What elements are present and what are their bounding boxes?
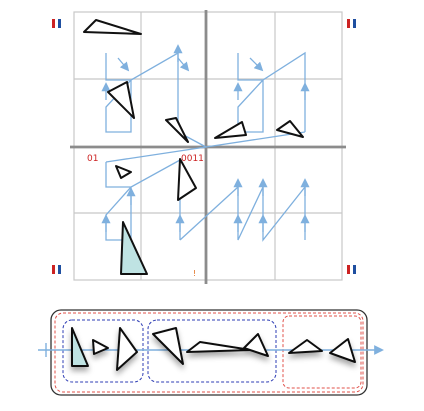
sequence-group-red-outer	[54, 312, 364, 393]
triangle-highlighted	[120, 221, 148, 275]
sequence-triangle	[116, 327, 138, 371]
grid-triangles	[83, 19, 304, 275]
triangle	[115, 165, 132, 179]
flow-arrow	[117, 57, 130, 72]
label-bottom-marker: !	[193, 269, 196, 278]
triangle	[214, 121, 247, 139]
corner-marker-bottom-right	[347, 265, 356, 274]
sequence-triangle	[186, 341, 252, 353]
grid	[70, 10, 346, 284]
flow-segment-bl-br	[179, 186, 239, 241]
sequence-panel-outer-box	[50, 309, 368, 396]
triangle	[276, 120, 304, 138]
corner-markers	[52, 19, 356, 274]
triangle	[107, 81, 135, 119]
sequence-triangle-highlighted	[71, 327, 89, 367]
label-left-middle: 01	[87, 154, 98, 164]
corner-marker-bottom-left	[52, 265, 61, 274]
corner-marker-top-left	[52, 19, 61, 28]
sequence-panel	[38, 309, 384, 396]
sequence-group-blue-2	[147, 319, 277, 383]
sequence-triangle	[152, 327, 184, 365]
sequence-group-red	[282, 315, 362, 389]
flow-segment-tl	[105, 51, 179, 133]
sequence-group-blue-1	[62, 319, 144, 383]
sequence-triangle	[329, 338, 356, 363]
corner-marker-top-right	[347, 19, 356, 28]
sequence-triangles	[71, 327, 356, 371]
triangle	[177, 158, 197, 201]
triangle	[83, 19, 142, 35]
triangle	[165, 117, 189, 143]
flow-segment-tr	[237, 51, 306, 133]
sequence-triangle	[288, 339, 323, 354]
flow-arrow	[249, 57, 264, 72]
flow-segment-bl	[105, 158, 181, 241]
label-center: 0011	[181, 154, 204, 164]
flow-arrows	[101, 44, 310, 232]
flow-arrow	[177, 57, 190, 72]
sequence-triangle	[92, 339, 109, 355]
sequence-triangle	[243, 333, 269, 357]
flow-segment-tr-bl	[105, 131, 306, 163]
